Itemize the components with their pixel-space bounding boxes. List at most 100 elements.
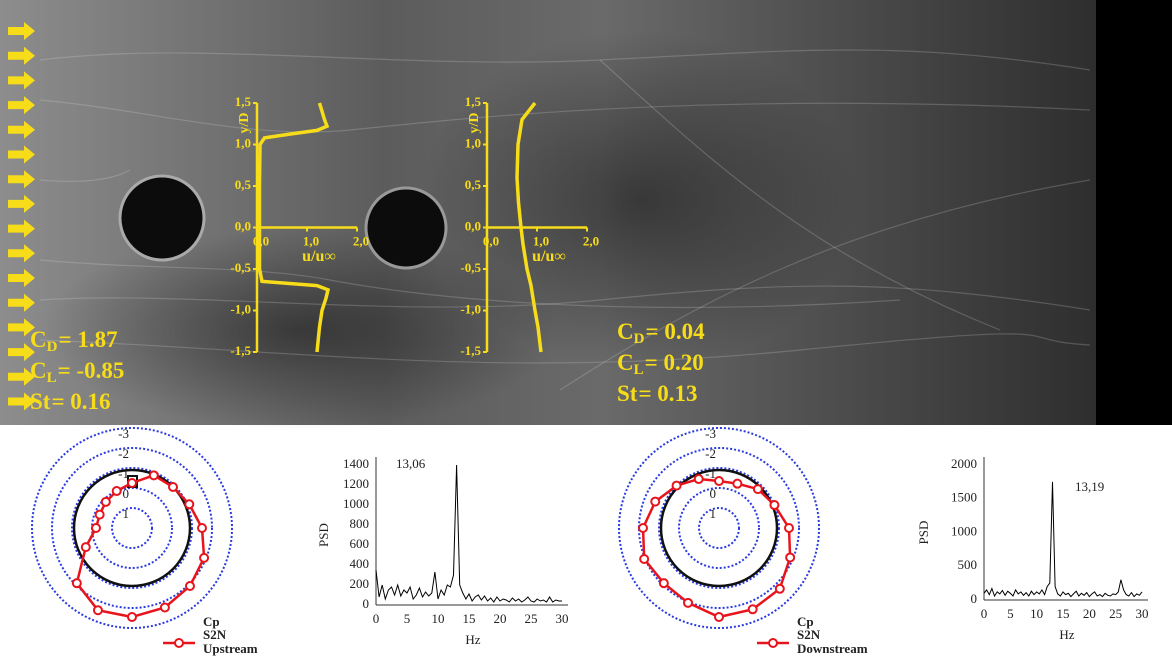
y-tick-label: 0,5 (465, 177, 482, 192)
radial-grid (698, 507, 740, 549)
value: = 0.20 (645, 350, 704, 375)
radial-grid (678, 487, 760, 569)
y-tick-label: 200 (350, 576, 370, 591)
y-tick-label: 1,0 (465, 135, 481, 150)
arrow (8, 318, 35, 337)
symbol: C (617, 319, 634, 344)
legend-note: Downstream (797, 641, 868, 656)
coefficient: St= 0.16 (30, 389, 111, 414)
arrow (8, 120, 35, 139)
value: = 0.16 (51, 389, 110, 414)
y-tick-label: 1000 (343, 496, 369, 511)
velocity-profile (515, 101, 543, 353)
cp-marker (650, 496, 661, 507)
arrow (8, 170, 35, 189)
y-tick-label: 600 (350, 536, 370, 551)
annotation: 13,06 (396, 456, 426, 471)
cp-marker (80, 542, 91, 553)
cp-marker (784, 523, 794, 533)
cp-marker (638, 523, 648, 533)
x-tick-label: 2,0 (583, 233, 599, 248)
cp-marker (148, 470, 159, 481)
y-tick-label: -1,5 (460, 343, 481, 358)
arrow (8, 145, 35, 164)
x-tick-label: 2,0 (353, 233, 369, 248)
y-tick-label: 2000 (951, 456, 977, 471)
radial-grid (618, 427, 820, 629)
y-tick-label: 0 (363, 596, 370, 611)
radial-grid (658, 467, 780, 589)
x-tick-label: 20 (1083, 606, 1096, 621)
cp-marker (752, 484, 763, 495)
symbol: C (30, 358, 47, 383)
x-tick-label: 25 (1109, 606, 1122, 621)
x-tick-label: 0,0 (483, 233, 499, 248)
cp-marker (732, 478, 743, 489)
cylinder-outline (659, 468, 779, 588)
y-tick-label: 0,0 (465, 218, 481, 233)
cp-marker (747, 604, 758, 615)
arrow (8, 293, 35, 312)
arrow (8, 367, 35, 386)
y-tick-label: -1,5 (230, 343, 251, 358)
x-axis-label: Hz (465, 632, 480, 647)
y-tick-label: 800 (350, 516, 370, 531)
r-tick-label: 1 (710, 506, 717, 521)
x-tick-label: 20 (494, 611, 507, 626)
radial-grid (71, 467, 193, 589)
x-tick-label: 25 (525, 611, 538, 626)
x-axis-label: u/u∞ (302, 248, 336, 265)
legend-marker (768, 638, 778, 648)
x-tick-label: 5 (1007, 606, 1014, 621)
legend-note: Upstream (203, 641, 258, 656)
radial-grid (111, 507, 153, 549)
y-tick-label: 1500 (951, 490, 977, 505)
flow-image (0, 0, 1172, 430)
x-tick-label: 30 (1136, 606, 1149, 621)
y-tick-label: 1400 (343, 456, 369, 471)
y-axis-label: PSD (316, 523, 331, 547)
r-tick-label: -2 (705, 446, 716, 461)
y-tick-label: 500 (958, 557, 978, 572)
symbol: C (30, 327, 47, 352)
x-tick-label: 1,0 (303, 233, 319, 248)
arrow (8, 96, 35, 115)
cp-marker (91, 523, 101, 533)
coefficient: CD= 1.87 (30, 327, 118, 355)
cp-marker (111, 486, 122, 497)
cp-marker (127, 612, 137, 622)
arrow (8, 46, 35, 65)
legend-title: Cp (797, 614, 814, 629)
y-tick-label: 1,0 (235, 135, 251, 150)
cp-line (75, 473, 206, 619)
cp-marker (639, 553, 650, 564)
cp-marker (671, 480, 682, 491)
y-axis-label: PSD (916, 521, 931, 545)
arrow (8, 194, 35, 213)
symbol: St (30, 389, 51, 414)
cp-marker (785, 552, 796, 563)
y-tick-label: -0,5 (460, 260, 481, 275)
value: = 0.04 (645, 319, 705, 344)
legend-label: S2N (797, 627, 821, 642)
arrow (8, 219, 35, 238)
cp-marker (94, 509, 105, 520)
legend-marker (174, 638, 184, 648)
coefficient: CL= 0.20 (617, 350, 704, 378)
arrow (8, 269, 35, 287)
subscript: L (634, 362, 644, 378)
annotation: 13,19 (1075, 479, 1104, 494)
x-axis-label: u/u∞ (532, 248, 566, 265)
arrow (8, 343, 35, 362)
y-tick-label: 0,5 (235, 177, 252, 192)
cp-marker (127, 478, 137, 488)
x-tick-label: 5 (404, 611, 411, 626)
r-tick-label: -3 (118, 426, 129, 441)
cylinder-outline (72, 468, 192, 588)
legend-title: Cp (203, 614, 220, 629)
r-tick-label: -1 (705, 466, 716, 481)
y-tick-label: 400 (350, 556, 370, 571)
y-tick-label: 1,5 (465, 94, 482, 109)
